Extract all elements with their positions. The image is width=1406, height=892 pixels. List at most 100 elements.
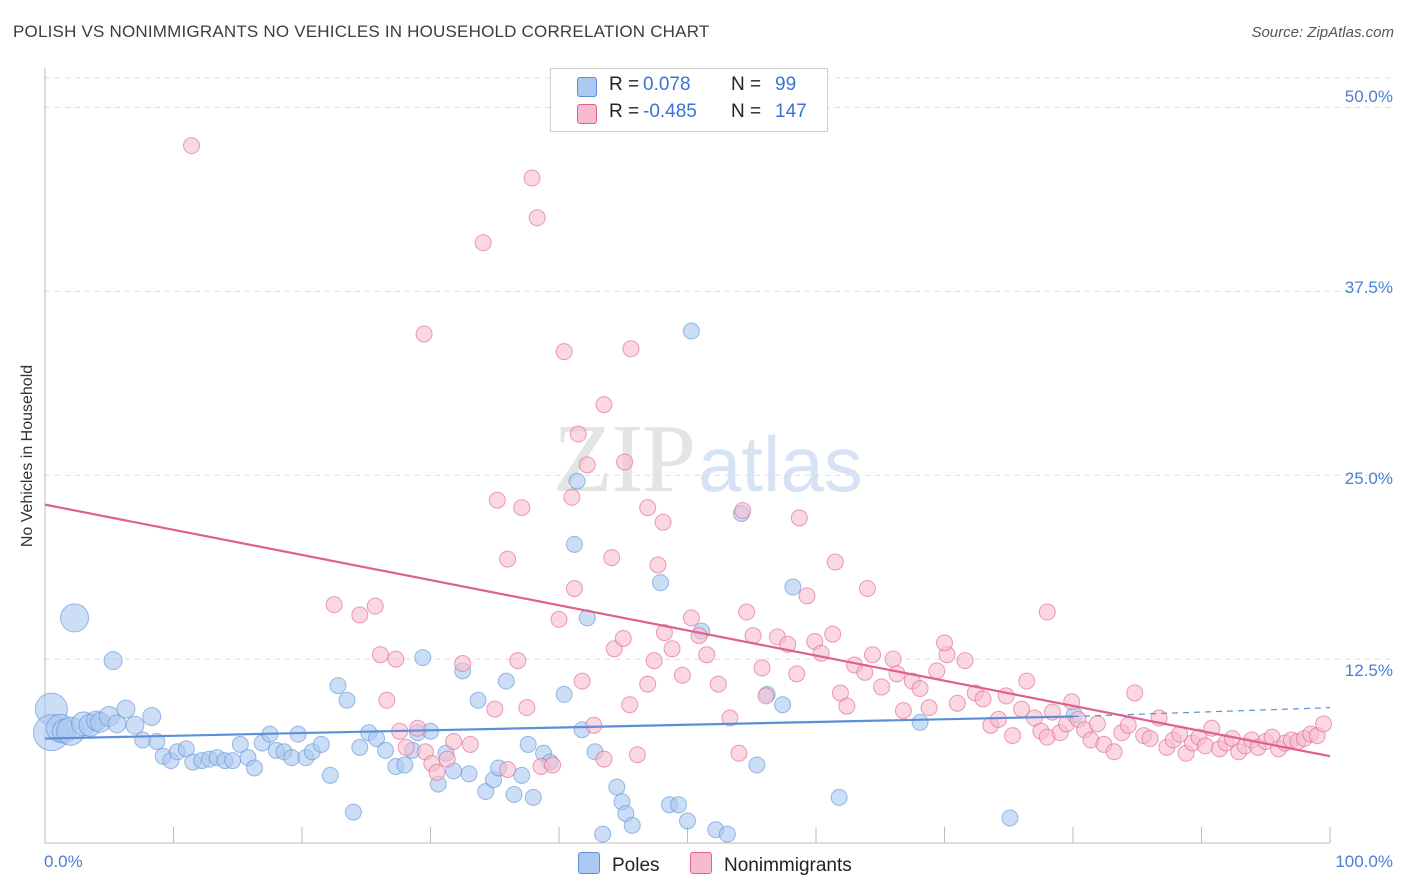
nonimmigrants-point bbox=[614, 630, 632, 648]
nonimmigrants-point bbox=[864, 646, 882, 664]
nonimmigrants-point bbox=[734, 502, 752, 520]
correlation-legend: R = 0.078 N = 99 R = -0.485 N = 147 bbox=[550, 68, 828, 132]
legend-item-nonimmigrants: Nonimmigrants bbox=[690, 852, 852, 877]
poles-point bbox=[344, 803, 362, 821]
nonimmigrants-point bbox=[409, 719, 427, 737]
poles-point bbox=[679, 812, 696, 830]
nonimmigrants-point bbox=[639, 675, 657, 693]
nonimmigrants-point bbox=[523, 169, 541, 187]
nonimmigrants-point bbox=[325, 596, 343, 614]
nonimmigrants-point bbox=[518, 699, 536, 717]
poles-point bbox=[312, 735, 330, 753]
nonimmigrants-point bbox=[555, 343, 573, 361]
nonimmigrants-point bbox=[438, 750, 456, 768]
nonimmigrants-point bbox=[956, 652, 974, 670]
nonimmigrants-point bbox=[513, 499, 531, 517]
nonimmigrants-point bbox=[974, 690, 992, 708]
watermark-atlas: atlas bbox=[698, 420, 863, 508]
poles-point bbox=[497, 672, 515, 690]
poles-point bbox=[469, 691, 487, 709]
nonimmigrants-point bbox=[454, 655, 472, 673]
nonimmigrants-point bbox=[569, 425, 587, 443]
nonimmigrants-point bbox=[753, 659, 771, 677]
r-value: 0.078 bbox=[643, 74, 691, 95]
poles-point bbox=[505, 785, 523, 803]
nonimmigrants-point bbox=[654, 513, 672, 531]
nonimmigrants-point bbox=[1105, 743, 1123, 761]
poles-point bbox=[524, 788, 542, 806]
nonimmigrants-point bbox=[884, 650, 902, 668]
poles-point bbox=[351, 738, 369, 756]
nonimmigrants-point bbox=[838, 697, 856, 715]
nonimmigrants-point bbox=[371, 646, 389, 664]
poles-point bbox=[608, 778, 626, 796]
poles-point bbox=[652, 574, 670, 592]
nonimmigrants-point bbox=[622, 340, 640, 358]
nonimmigrants-point bbox=[1004, 727, 1022, 745]
nonimmigrants-point bbox=[573, 672, 591, 690]
nonimmigrants-point bbox=[563, 488, 581, 506]
nonimmigrants-point bbox=[812, 644, 830, 662]
nonimmigrants-point bbox=[595, 396, 613, 414]
nonimmigrants-point bbox=[486, 700, 504, 718]
nonimmigrants-point bbox=[628, 746, 646, 764]
n-value: 99 bbox=[775, 74, 797, 95]
poles-point bbox=[513, 766, 531, 784]
nonimmigrants-point bbox=[461, 735, 479, 753]
nonimmigrants-point bbox=[824, 625, 842, 643]
nonimmigrants-point bbox=[603, 549, 621, 567]
y-tick-label-37-5: 37.5% bbox=[1344, 278, 1393, 297]
poles-point bbox=[414, 649, 432, 667]
nonimmigrants-legend-swatch bbox=[690, 852, 712, 874]
poles-point bbox=[103, 651, 123, 671]
nonimmigrants-point bbox=[928, 662, 946, 680]
nonimmigrants-point bbox=[936, 634, 953, 652]
r-label: R = bbox=[609, 74, 640, 95]
nonimmigrants-point bbox=[366, 597, 384, 615]
nonimmigrants-point bbox=[1315, 715, 1333, 733]
poles-point bbox=[329, 677, 347, 695]
nonimmigrants-point bbox=[790, 509, 808, 527]
nonimmigrants-point bbox=[645, 652, 663, 670]
poles-point bbox=[60, 603, 90, 633]
nonimmigrants-point bbox=[709, 675, 727, 693]
chart-title: POLISH VS NONIMMIGRANTS NO VEHICLES IN H… bbox=[13, 22, 710, 41]
poles-point bbox=[784, 578, 802, 596]
nonimmigrants-point bbox=[351, 606, 369, 624]
nonimmigrants-point bbox=[182, 137, 200, 155]
poles-point bbox=[1001, 809, 1019, 827]
nonimmigrants-point bbox=[1088, 715, 1106, 733]
nonimmigrants-point bbox=[616, 453, 634, 471]
poles-point bbox=[555, 685, 573, 703]
poles-point bbox=[116, 699, 136, 719]
x-tick-label-100: 100.0% bbox=[1335, 852, 1393, 871]
poles-swatch bbox=[577, 77, 597, 97]
source-label: Source: ZipAtlas.com bbox=[1251, 24, 1394, 41]
nonimmigrants-point bbox=[639, 499, 657, 517]
nonimmigrants-point bbox=[989, 710, 1007, 728]
nonimmigrants-point bbox=[894, 702, 912, 720]
poles-point bbox=[774, 696, 792, 714]
legend-row-nonimmigrants: R = -0.485 N = 147 bbox=[551, 101, 827, 127]
nonimmigrants-trend-line bbox=[44, 503, 1331, 758]
poles-point bbox=[321, 766, 339, 784]
nonimmigrants-point bbox=[858, 579, 876, 597]
poles-trend-line bbox=[44, 715, 1074, 740]
poles-point bbox=[565, 535, 583, 553]
nonimmigrants-point bbox=[1038, 603, 1056, 621]
poles-point bbox=[338, 691, 356, 709]
poles-point bbox=[396, 756, 414, 774]
poles-point bbox=[594, 825, 612, 843]
poles-point bbox=[911, 713, 929, 731]
y-tick-label-12-5: 12.5% bbox=[1344, 661, 1393, 680]
nonimmigrants-point bbox=[888, 665, 906, 683]
nonimmigrants-point bbox=[488, 491, 506, 509]
poles-point bbox=[460, 765, 478, 783]
nonimmigrants-point bbox=[565, 579, 583, 597]
nonimmigrants-point bbox=[499, 550, 517, 568]
n-value: 147 bbox=[775, 101, 807, 122]
nonimmigrants-point bbox=[499, 760, 517, 778]
nonimmigrants-point bbox=[788, 665, 806, 683]
nonimmigrants-point bbox=[1119, 716, 1137, 734]
poles-point bbox=[125, 715, 145, 735]
